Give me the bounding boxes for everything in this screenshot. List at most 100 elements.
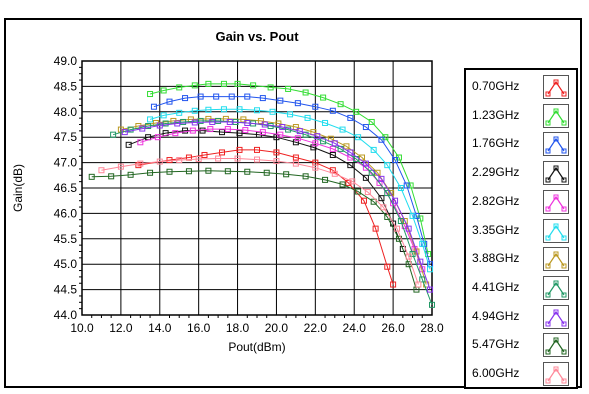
data-point: [166, 157, 173, 164]
data-point: [302, 89, 309, 96]
data-point: [108, 173, 115, 180]
data-point: [215, 117, 222, 124]
data-point: [197, 117, 204, 124]
y-axis-label: Gain(dB): [11, 164, 25, 212]
data-point: [329, 151, 336, 158]
data-point: [254, 146, 260, 153]
x-tick-label: 20.0: [265, 321, 289, 335]
data-point: [137, 139, 144, 146]
data-point: [407, 182, 414, 189]
legend-label: 3.88GHz: [472, 251, 520, 266]
data-point: [384, 263, 391, 270]
legend-item: 3.35GHz: [466, 218, 576, 244]
data-point: [244, 168, 251, 175]
data-point: [127, 171, 134, 178]
data-point: [244, 119, 251, 126]
data-point: [236, 146, 243, 153]
data-point: [285, 85, 292, 92]
data-point: [166, 98, 173, 105]
data-point: [273, 149, 280, 156]
data-point: [180, 118, 187, 125]
data-point: [345, 179, 352, 186]
data-point: [234, 155, 241, 162]
data-point: [135, 162, 142, 169]
data-point: [191, 107, 198, 114]
data-point: [117, 163, 124, 170]
legend-label: 4.41GHz: [472, 279, 520, 294]
data-point: [310, 144, 317, 151]
series-line-4: [140, 128, 423, 270]
data-point: [156, 158, 163, 165]
data-point: [147, 91, 154, 98]
data-point: [250, 82, 257, 89]
data-point: [269, 108, 276, 115]
legend-label: 3.35GHz: [472, 222, 520, 237]
data-point: [205, 115, 212, 122]
data-point: [409, 212, 416, 219]
legend-swatch: [543, 304, 569, 329]
data-point: [296, 128, 303, 135]
data-point: [312, 140, 319, 147]
data-point: [322, 176, 329, 183]
data-point: [392, 157, 399, 164]
data-point: [267, 84, 274, 91]
data-point: [415, 281, 422, 288]
data-point: [368, 169, 375, 176]
data-point: [362, 160, 369, 167]
x-tick-label: 16.0: [187, 321, 211, 335]
x-tick-label: 10.0: [70, 321, 94, 335]
data-point: [176, 84, 183, 91]
data-point: [360, 197, 367, 204]
data-point: [329, 107, 336, 114]
data-point: [397, 185, 404, 191]
data-point: [320, 94, 327, 101]
legend-item: 3.88GHz: [466, 246, 576, 272]
series-line-10: [101, 158, 419, 285]
legend-item: 2.82GHz: [466, 189, 576, 215]
data-point: [137, 160, 144, 167]
data-point: [370, 198, 377, 205]
series-line-9: [91, 170, 417, 290]
legend-swatch: [543, 362, 569, 386]
legend-swatch: [543, 247, 569, 272]
y-tick-label: 44.0: [54, 308, 78, 322]
series-line-7: [112, 120, 433, 305]
data-point: [172, 130, 179, 137]
legend-label: 6.00GHz: [472, 366, 520, 380]
data-point: [273, 158, 280, 165]
data-point: [329, 145, 336, 152]
legend-label: 1.23GHz: [472, 107, 520, 122]
data-point: [205, 167, 212, 174]
data-point: [145, 123, 152, 130]
legend-label: 2.29GHz: [472, 165, 520, 180]
data-point: [127, 126, 134, 133]
data-point: [419, 240, 426, 247]
x-tick-label: 24.0: [343, 321, 367, 335]
data-point: [339, 126, 346, 133]
legend-swatch: [543, 218, 569, 243]
data-point: [174, 120, 181, 127]
data-point: [263, 169, 270, 176]
data-point: [429, 301, 435, 308]
data-point: [121, 129, 128, 136]
data-point: [397, 218, 404, 225]
data-point: [294, 100, 301, 107]
data-point: [182, 127, 189, 134]
y-tick-label: 48.0: [54, 105, 78, 119]
legend-swatch: [543, 75, 569, 99]
x-tick-label: 14.0: [148, 321, 172, 335]
data-point: [427, 286, 434, 293]
data-point: [254, 156, 260, 163]
data-point: [388, 190, 395, 197]
data-point: [205, 80, 212, 87]
data-point: [302, 131, 309, 138]
data-point: [224, 126, 231, 133]
data-point: [234, 80, 241, 87]
data-point: [378, 175, 385, 182]
data-point: [147, 116, 154, 123]
data-point: [236, 130, 243, 137]
x-tick-label: 22.0: [304, 321, 328, 335]
legend-swatch: [543, 103, 569, 128]
series-line-3: [128, 130, 404, 250]
data-point: [419, 276, 426, 283]
